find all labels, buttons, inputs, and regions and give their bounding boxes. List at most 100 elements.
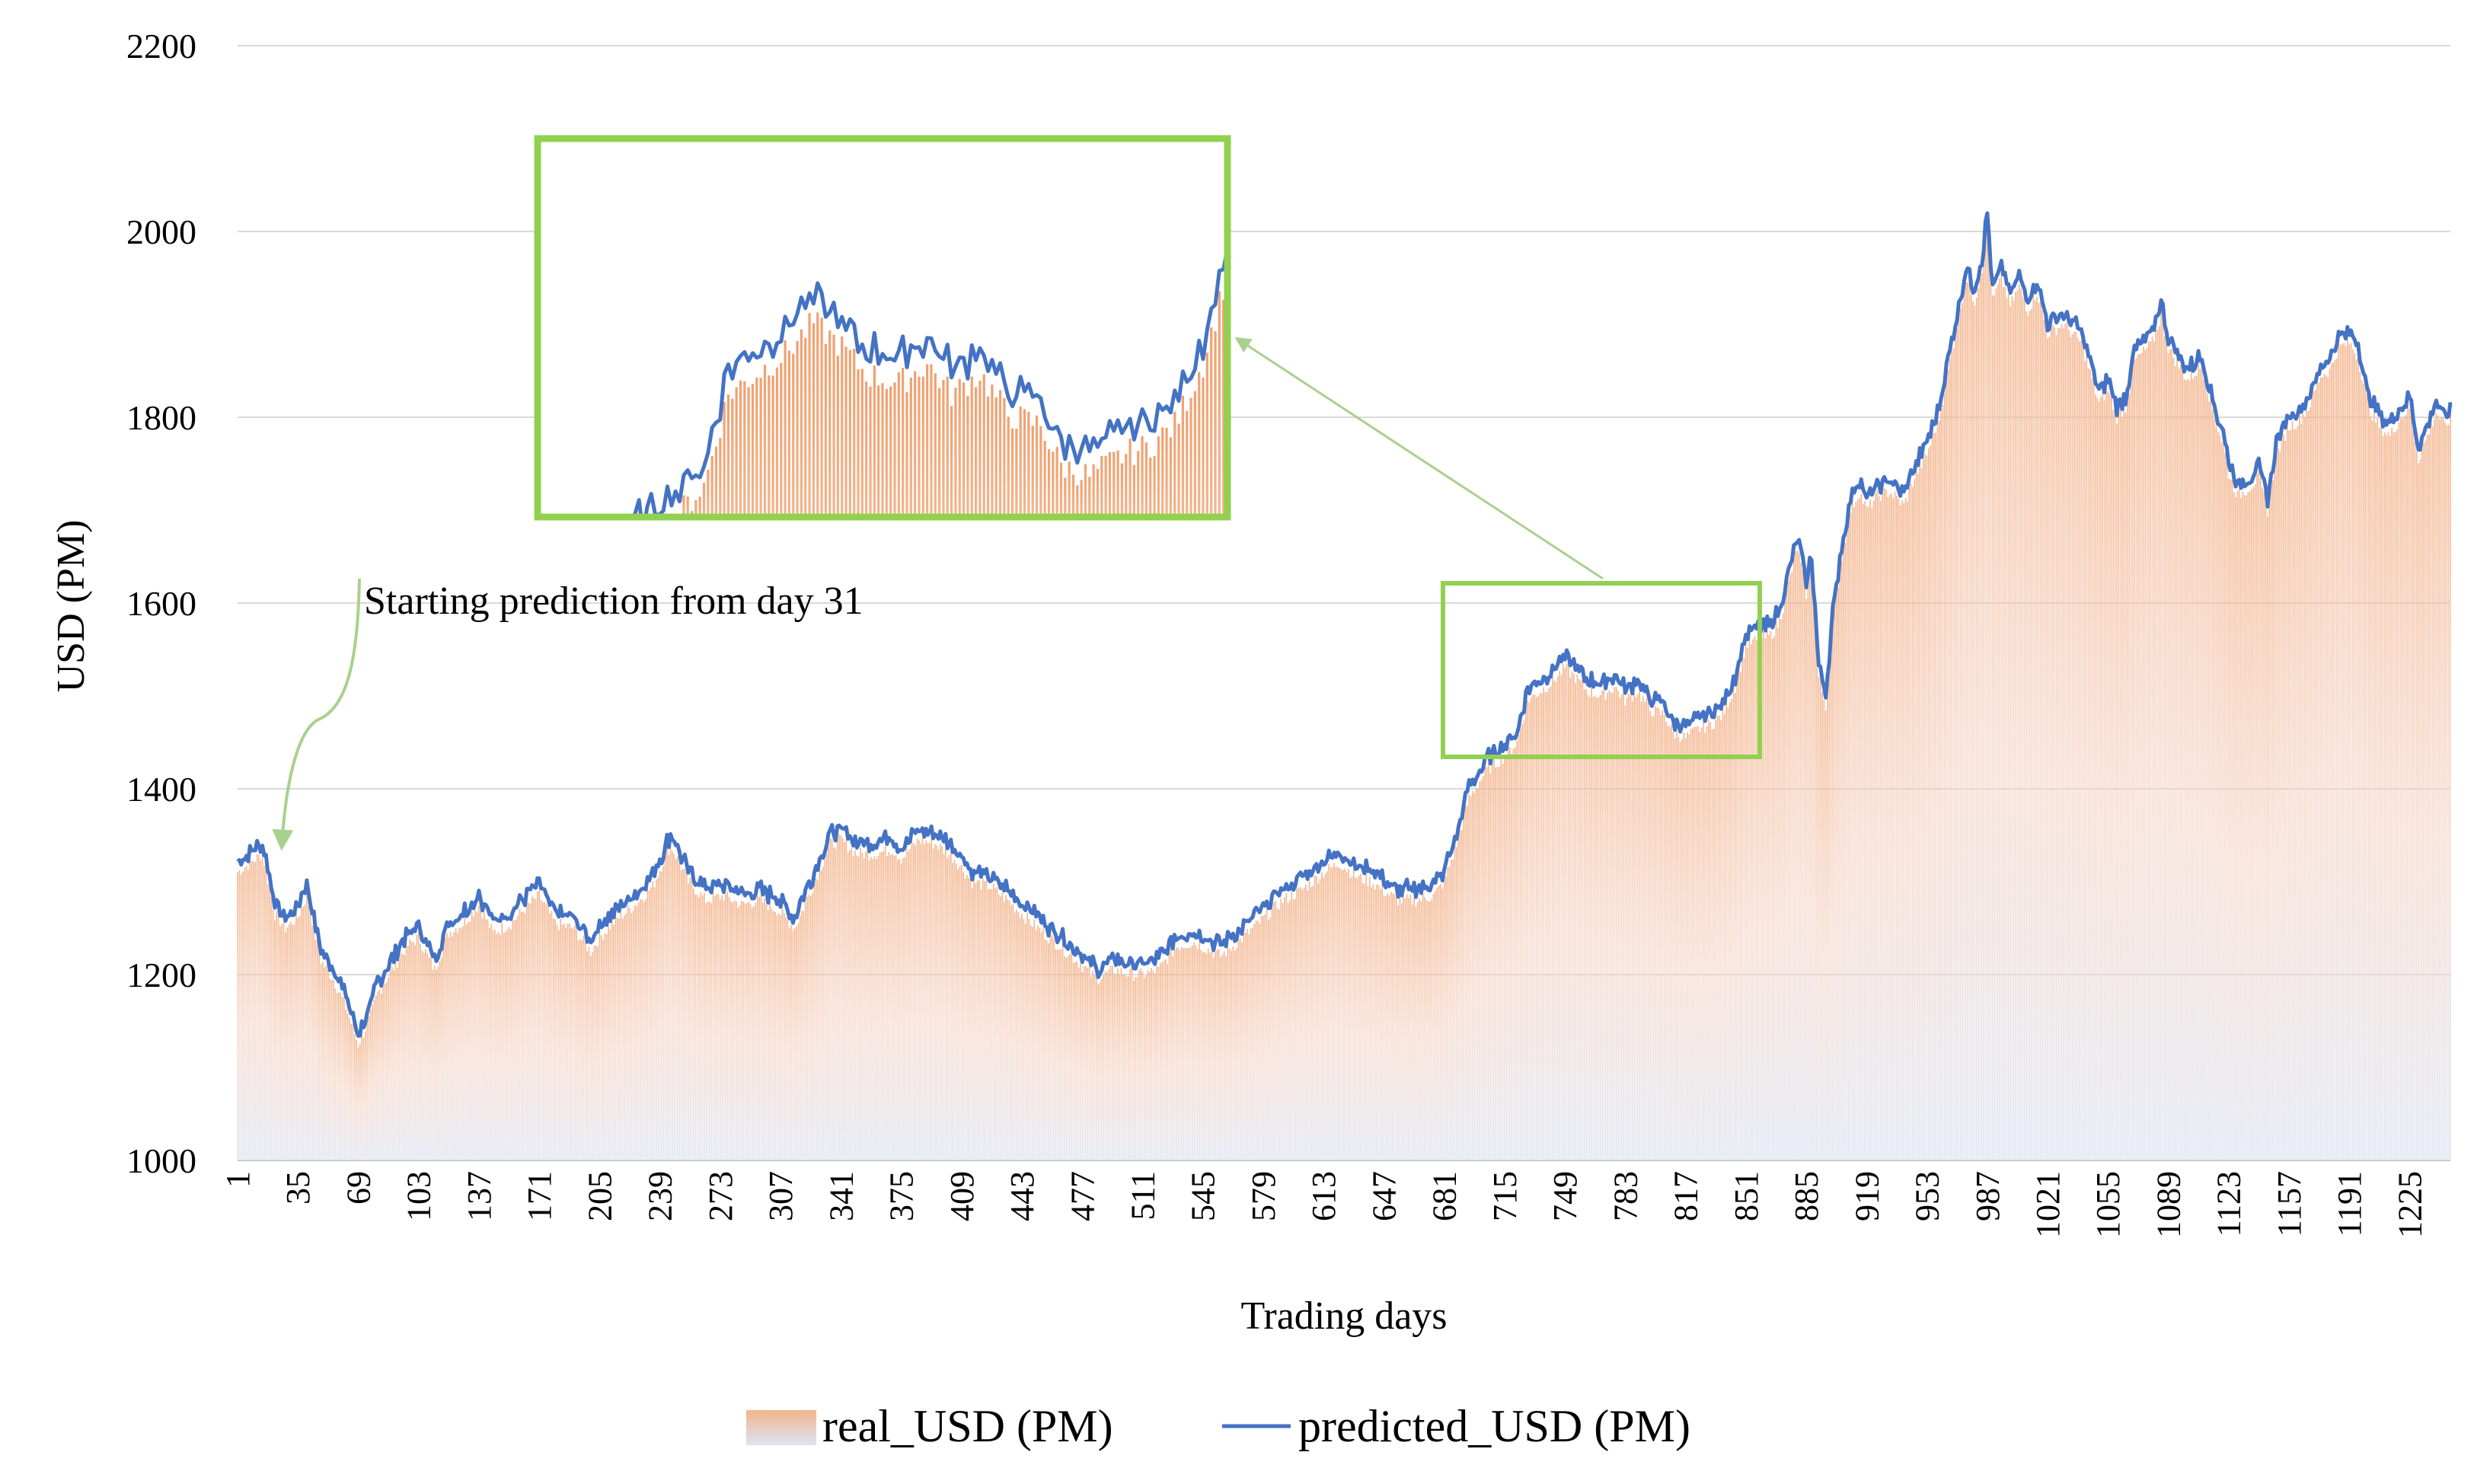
real-bar: [876, 859, 877, 1160]
real-bar: [751, 907, 753, 1160]
real-bar: [920, 843, 922, 1160]
real-bar: [1330, 867, 1332, 1160]
real-bar: [1748, 637, 1751, 1160]
real-bar: [385, 982, 388, 1160]
real-bar: [1624, 706, 1626, 1160]
inset-real-bar: [707, 469, 710, 517]
real-bar: [2332, 362, 2335, 1160]
real-bar: [1875, 493, 1876, 1160]
real-bar: [710, 903, 713, 1160]
real-bar: [442, 946, 445, 1160]
real-bar: [787, 920, 789, 1160]
real-bar: [401, 953, 404, 1160]
real-bar: [298, 916, 301, 1160]
real-bar: [2272, 480, 2274, 1160]
real-bar: [2247, 492, 2249, 1160]
real-bar: [2022, 296, 2024, 1160]
inset-real-bar: [751, 384, 755, 517]
inset-real-bar: [848, 349, 851, 517]
inset-real-bar: [889, 386, 892, 517]
real-bar: [1239, 938, 1241, 1160]
real-bar: [1866, 506, 1868, 1160]
real-bar: [2018, 284, 2020, 1160]
real-bar: [672, 851, 673, 1160]
real-bar: [1477, 788, 1479, 1160]
real-bar: [481, 918, 484, 1160]
y-axis-title: USD (PM): [49, 520, 93, 693]
real-bar: [881, 851, 883, 1160]
real-bar: [1544, 691, 1547, 1160]
real-bar: [535, 899, 537, 1160]
real-bar: [1383, 895, 1385, 1160]
real-bar: [593, 945, 595, 1160]
x-tick-label: 239: [642, 1171, 679, 1221]
inset-real-bar: [1193, 391, 1196, 517]
real-bar: [978, 879, 980, 1160]
real-bar: [2238, 488, 2240, 1160]
real-bar: [277, 912, 279, 1160]
real-bar: [380, 993, 382, 1160]
real-bar: [2304, 416, 2306, 1160]
x-tick-label: 783: [1607, 1171, 1644, 1221]
real-bar: [1147, 970, 1149, 1160]
real-bar: [792, 930, 794, 1160]
real-bar: [2144, 349, 2147, 1160]
y-tick-label: 1400: [126, 770, 196, 809]
real-bar: [455, 928, 457, 1160]
real-bar: [1292, 899, 1294, 1160]
real-bar: [1688, 734, 1690, 1160]
real-bar: [849, 850, 851, 1160]
real-bar: [1551, 675, 1553, 1160]
real-bar: [1199, 942, 1200, 1160]
real-bar: [1919, 462, 1921, 1160]
real-bar: [350, 1023, 352, 1160]
real-bar: [771, 908, 773, 1160]
real-bar: [484, 911, 485, 1160]
real-bar: [2295, 429, 2297, 1160]
real-bar: [237, 872, 238, 1160]
real-bar: [1667, 725, 1669, 1160]
real-bar: [334, 988, 337, 1160]
x-tick-label: 613: [1305, 1171, 1342, 1221]
real-bar: [831, 838, 833, 1160]
real-bar: [2034, 300, 2036, 1160]
real-bar: [1770, 630, 1772, 1160]
real-bar: [2199, 369, 2201, 1160]
real-bar: [936, 845, 938, 1160]
real-bar: [375, 995, 377, 1160]
inset-real-bar: [824, 343, 827, 517]
real-bar: [512, 920, 514, 1160]
inset-real-bar: [841, 336, 844, 517]
real-bar: [1493, 758, 1495, 1160]
inset-real-bar: [909, 377, 912, 517]
real-bar: [288, 924, 290, 1160]
real-bar: [544, 902, 545, 1160]
real-bar: [659, 871, 661, 1160]
real-bar: [485, 919, 487, 1160]
real-bar: [568, 923, 570, 1160]
inset-real-bar: [731, 398, 734, 517]
real-bar: [1093, 975, 1096, 1160]
real-bar: [343, 997, 345, 1160]
real-bar: [549, 913, 551, 1160]
real-bar: [749, 904, 752, 1160]
real-bar: [2198, 365, 2199, 1160]
real-bar: [1569, 678, 1571, 1160]
real-bar: [704, 892, 705, 1160]
inset-real-bar: [865, 381, 868, 517]
real-bar: [1253, 924, 1256, 1160]
real-bar: [1910, 483, 1912, 1160]
real-bar: [1520, 728, 1521, 1160]
real-bar: [2002, 286, 2004, 1160]
real-bar: [2357, 357, 2359, 1161]
real-bar: [1468, 793, 1470, 1160]
real-bar: [1652, 716, 1655, 1160]
real-bar: [1883, 488, 1885, 1160]
real-bar: [1878, 496, 1880, 1160]
real-bar: [536, 891, 538, 1160]
real-bar: [913, 843, 915, 1160]
real-bar: [396, 967, 398, 1160]
real-bar: [1026, 912, 1028, 1160]
real-bar: [803, 911, 805, 1160]
real-bar: [1007, 899, 1009, 1160]
